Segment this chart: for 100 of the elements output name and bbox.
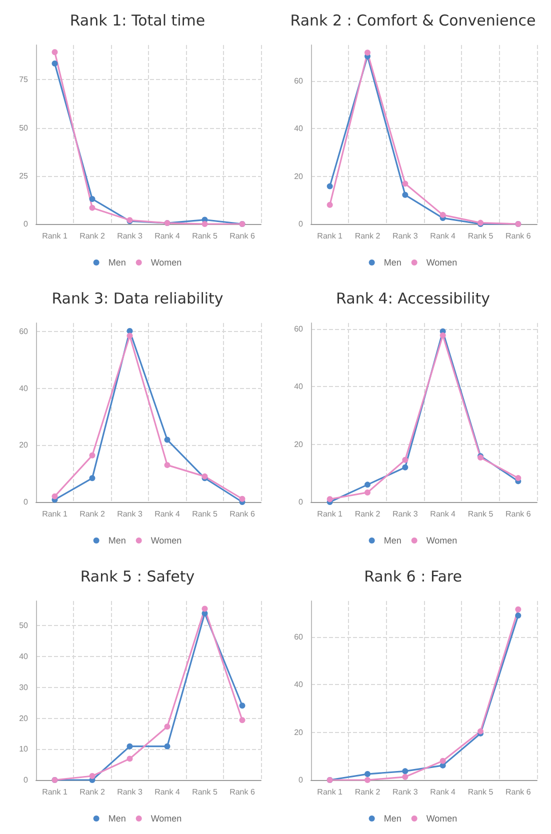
y-tick-label: 60	[294, 76, 304, 86]
point	[440, 332, 446, 338]
legend-label: Women	[426, 814, 458, 824]
y-tick-label: 75	[19, 75, 29, 84]
legend-label: Men	[384, 814, 402, 824]
x-tick-label: Rank 1	[42, 788, 68, 796]
x-tick-label: Rank 1	[317, 232, 344, 240]
x-tick-label: Rank 4	[430, 232, 456, 240]
point	[364, 482, 370, 488]
y-tick-label: 40	[19, 384, 29, 393]
point	[364, 50, 370, 56]
x-tick-label: Rank 4	[430, 510, 456, 518]
chart-title: Rank 1: Total time	[70, 12, 206, 30]
legend-label: Men	[108, 536, 126, 546]
x-tick-label: Rank 3	[392, 232, 418, 240]
point	[402, 464, 408, 470]
point	[89, 452, 96, 458]
point	[202, 221, 208, 227]
point	[364, 489, 370, 496]
point	[239, 717, 246, 724]
x-tick-label: Rank 5	[192, 232, 218, 240]
y-tick-label: 40	[294, 124, 304, 134]
x-tick-label: Rank 5	[468, 232, 494, 240]
y-tick-label: 10	[19, 744, 29, 754]
y-tick-label: 20	[294, 440, 304, 449]
x-tick-label: Rank 5	[468, 510, 494, 518]
legend-label: Men	[384, 258, 402, 268]
point	[402, 774, 408, 780]
point	[126, 332, 133, 339]
x-tick-label: Rank 1	[317, 510, 344, 518]
x-tick-label: Rank 2	[354, 788, 381, 796]
point	[52, 60, 58, 66]
y-tick-label: 20	[294, 728, 304, 737]
chart-title: Rank 4: Accessibility	[336, 290, 490, 308]
legend-label: Men	[108, 814, 126, 824]
point	[515, 475, 522, 482]
point	[402, 180, 408, 187]
point	[440, 212, 446, 218]
legend-label: Women	[150, 536, 182, 546]
legend-label: Men	[108, 258, 126, 268]
point	[326, 183, 333, 190]
x-tick-label: Rank 2	[354, 510, 381, 518]
point	[515, 606, 522, 612]
legend-label: Men	[384, 536, 402, 546]
x-tick-label: Rank 5	[468, 788, 494, 796]
x-tick-label: Rank 4	[430, 788, 456, 796]
x-tick-label: Rank 6	[505, 510, 532, 518]
x-tick-label: Rank 3	[392, 510, 418, 518]
x-tick-label: Rank 4	[154, 510, 180, 518]
point	[239, 702, 246, 709]
y-tick-label: 30	[19, 682, 29, 692]
point	[52, 493, 58, 500]
x-tick-label: Rank 2	[354, 232, 381, 240]
point	[402, 456, 408, 463]
point	[402, 192, 408, 198]
point	[326, 496, 333, 502]
point	[326, 202, 333, 208]
point	[89, 204, 96, 211]
x-tick-label: Rank 1	[42, 232, 68, 240]
x-tick-label: Rank 5	[192, 788, 218, 796]
y-tick-label: 40	[294, 680, 304, 690]
x-tick-label: Rank 3	[117, 232, 143, 240]
y-tick-label: 0	[298, 220, 304, 228]
x-tick-label: Rank 6	[230, 232, 256, 240]
point	[440, 758, 446, 764]
point	[402, 768, 408, 774]
y-tick-label: 0	[24, 776, 29, 784]
chart-title: Rank 3: Data reliability	[52, 290, 224, 308]
x-tick-label: Rank 2	[80, 232, 106, 240]
point	[164, 724, 170, 730]
point	[126, 743, 133, 750]
point	[52, 49, 58, 56]
point	[89, 475, 96, 482]
x-tick-label: Rank 6	[505, 788, 532, 796]
x-tick-label: Rank 3	[392, 788, 418, 796]
legend-label: Women	[426, 536, 458, 546]
point	[126, 756, 133, 762]
point	[202, 606, 208, 612]
y-tick-label: 40	[294, 382, 304, 392]
y-tick-label: 0	[298, 776, 304, 784]
y-tick-label: 60	[19, 327, 29, 336]
x-tick-label: Rank 1	[317, 788, 344, 796]
y-tick-label: 60	[294, 632, 304, 642]
point	[364, 771, 370, 778]
y-tick-label: 0	[24, 498, 29, 506]
x-tick-label: Rank 3	[117, 510, 143, 518]
point	[239, 496, 246, 502]
point	[515, 612, 522, 619]
x-tick-label: Rank 6	[230, 788, 256, 796]
y-tick-label: 25	[19, 171, 29, 180]
x-tick-label: Rank 2	[80, 510, 106, 518]
point	[89, 772, 96, 779]
chart-title: Rank 5 : Safety	[80, 568, 195, 586]
point	[164, 436, 170, 443]
y-tick-label: 20	[19, 440, 29, 450]
legend-label: Women	[150, 814, 182, 824]
y-tick-label: 0	[298, 498, 304, 506]
chart-title: Rank 6 : Fare	[364, 568, 462, 586]
point	[164, 462, 170, 468]
point	[364, 777, 370, 783]
